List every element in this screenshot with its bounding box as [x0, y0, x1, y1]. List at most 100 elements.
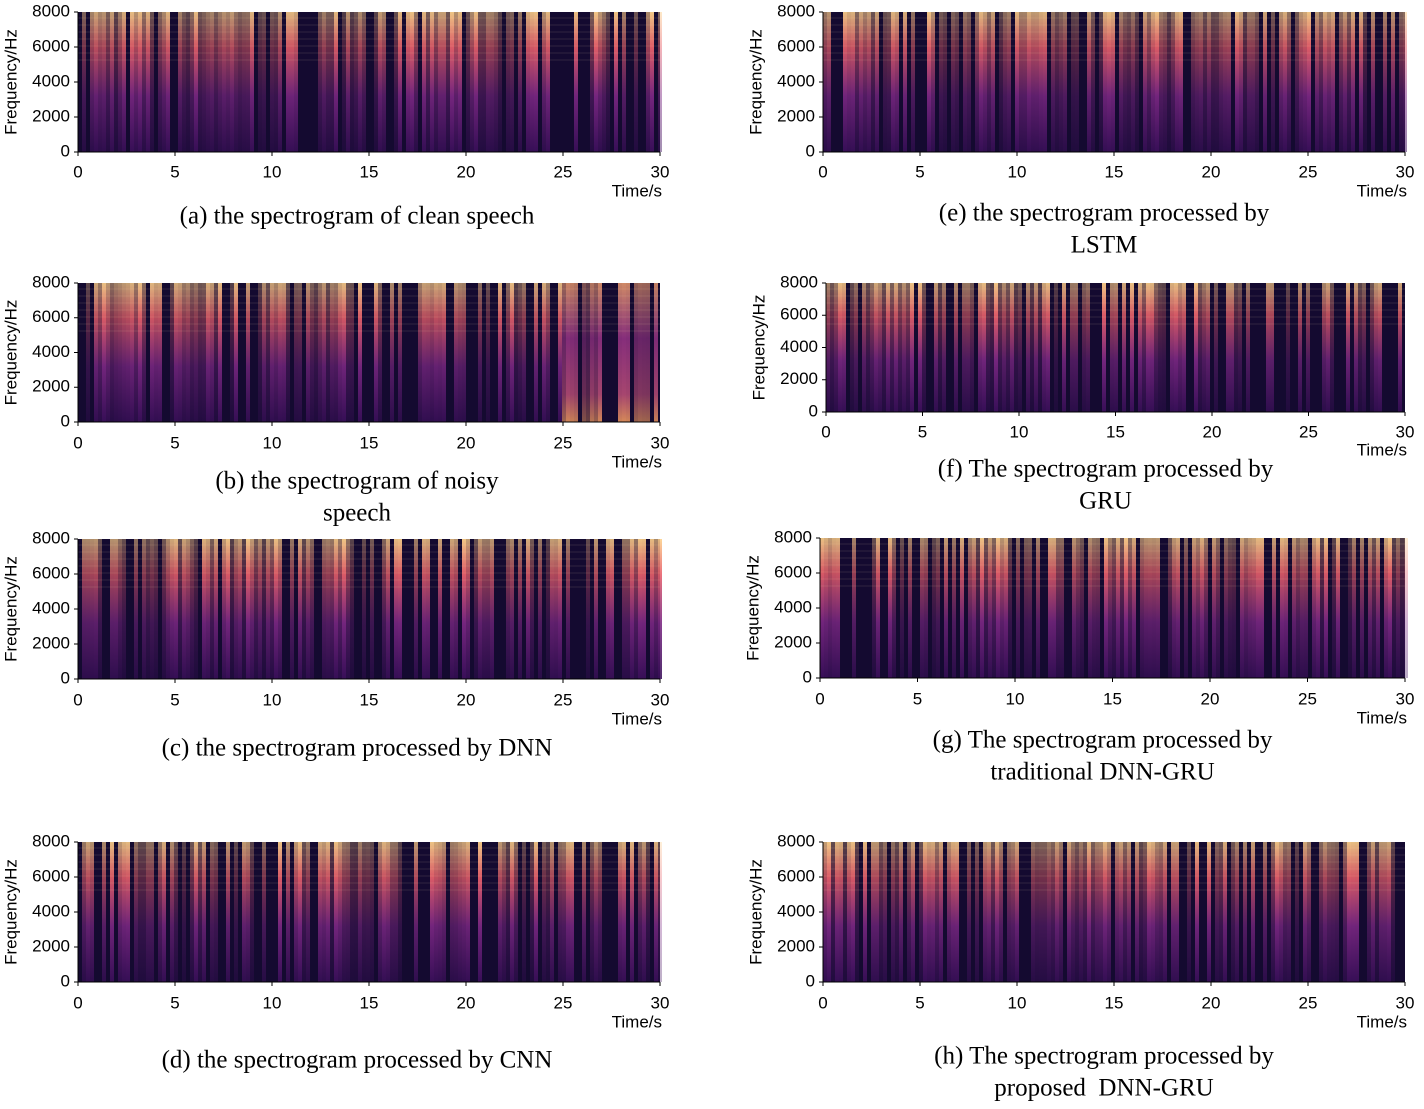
x-tick-label: 10 [1008, 162, 1027, 181]
spectrogram-band [1147, 12, 1151, 152]
spectrogram-band [114, 539, 118, 679]
spectrogram-band [294, 842, 298, 982]
spectrogram-band [350, 539, 354, 679]
spectrogram-band [194, 12, 198, 152]
x-tick-label: 30 [1396, 993, 1415, 1012]
spectrogram-band [1326, 283, 1330, 412]
x-tick-label: 0 [73, 162, 82, 181]
spectrogram-band [907, 842, 911, 982]
spectrogram-band [1039, 12, 1043, 152]
spectrogram-band [867, 12, 871, 152]
spectrogram-band [506, 283, 510, 422]
spectrogram-band [86, 539, 90, 679]
spectrogram-band [510, 842, 514, 982]
x-tick-label: 15 [360, 433, 379, 452]
spectrogram-band [1252, 538, 1256, 678]
spectrogram-band [1255, 12, 1259, 152]
x-tick-label: 5 [918, 422, 927, 441]
spectrogram-band [270, 539, 274, 679]
spectrogram-band [1086, 283, 1090, 412]
spectrogram-band [1403, 12, 1407, 152]
spectrogram-band [1387, 842, 1391, 982]
spectrogram-band [594, 539, 598, 679]
x-tick-label: 25 [1299, 993, 1318, 1012]
spectrogram-band [1074, 283, 1078, 412]
spectrogram-band [1223, 12, 1227, 152]
y-axis-label: Frequency/Hz [746, 859, 765, 965]
spectrogram-band [574, 12, 578, 152]
spectrogram-band [486, 539, 490, 679]
spectrogram-band [1016, 538, 1020, 678]
spectrogram-band [1351, 12, 1355, 152]
spectrogram-band [1263, 12, 1267, 152]
spectrogram-band [1151, 842, 1155, 982]
x-tick-label: 15 [360, 993, 379, 1012]
spectrogram-band [262, 12, 266, 152]
spectrogram-band [558, 283, 562, 422]
spectrogram-band [1376, 538, 1380, 678]
spectrogram-band [1002, 283, 1006, 412]
spectrogram-band [582, 842, 586, 982]
spectrogram-band [122, 842, 126, 982]
spectrogram-band [894, 283, 898, 412]
spectrogram-band [1195, 842, 1199, 982]
spectrogram-band [1363, 12, 1367, 152]
spectrogram-band [234, 12, 238, 152]
spectrogram-band [438, 12, 442, 152]
x-tick-label: 30 [651, 690, 670, 709]
spectrogram-band [266, 283, 270, 422]
spectrogram-band [838, 283, 842, 412]
x-tick-label: 30 [1396, 162, 1415, 181]
spectrogram-band [422, 12, 426, 152]
spectrogram-band [1372, 538, 1376, 678]
spectrogram-band [622, 539, 626, 679]
spectrogram-band [106, 12, 110, 152]
spectrogram-band [911, 12, 915, 152]
y-tick-label: 6000 [777, 36, 815, 55]
spectrogram-band [510, 12, 514, 152]
spectrogram-band [374, 12, 378, 152]
spectrogram-band [979, 12, 983, 152]
spectrogram-band [1135, 12, 1139, 152]
spectrogram-band [1226, 283, 1230, 412]
spectrogram-band [1168, 538, 1172, 678]
spectrogram-band [1355, 842, 1359, 982]
spectrogram-band [939, 12, 943, 152]
spectrogram-band [1087, 842, 1091, 982]
spectrogram-band [1015, 12, 1019, 152]
spectrogram-band [1182, 283, 1186, 412]
spectrogram-band [1280, 538, 1284, 678]
spectrogram-band [1287, 842, 1291, 982]
y-tick-label: 6000 [32, 866, 70, 885]
spectrogram-band [1239, 12, 1243, 152]
spectrogram-band [350, 283, 354, 422]
spectrogram-band [1035, 12, 1039, 152]
spectrogram-band [318, 283, 322, 422]
x-tick-label: 20 [1202, 993, 1221, 1012]
spectrogram-band [490, 12, 494, 152]
spectrogram-band [1024, 538, 1028, 678]
spectrogram-band [638, 842, 642, 982]
spectrogram-band [286, 12, 290, 152]
spectrogram-band [554, 539, 558, 679]
y-axis-label: Frequency/Hz [749, 295, 768, 401]
spectrogram-band [830, 283, 834, 412]
spectrogram-band [1370, 283, 1374, 412]
x-tick-label: 15 [360, 162, 379, 181]
x-tick-label: 20 [457, 433, 476, 452]
spectrogram-band [222, 12, 226, 152]
spectrogram-band [346, 12, 350, 152]
spectrogram-band [358, 842, 362, 982]
spectrogram-band [622, 12, 626, 152]
spectrogram-band [1148, 538, 1152, 678]
spectrogram-band [170, 283, 174, 422]
spectrogram-band [342, 539, 346, 679]
spectrogram-band [1150, 283, 1154, 412]
spectrogram-band [570, 283, 574, 422]
spectrogram-band [374, 283, 378, 422]
spectrogram-band [90, 842, 94, 982]
spectrogram-band [430, 842, 434, 982]
y-tick-label: 8000 [774, 527, 812, 546]
spectrogram-band [1392, 538, 1396, 678]
